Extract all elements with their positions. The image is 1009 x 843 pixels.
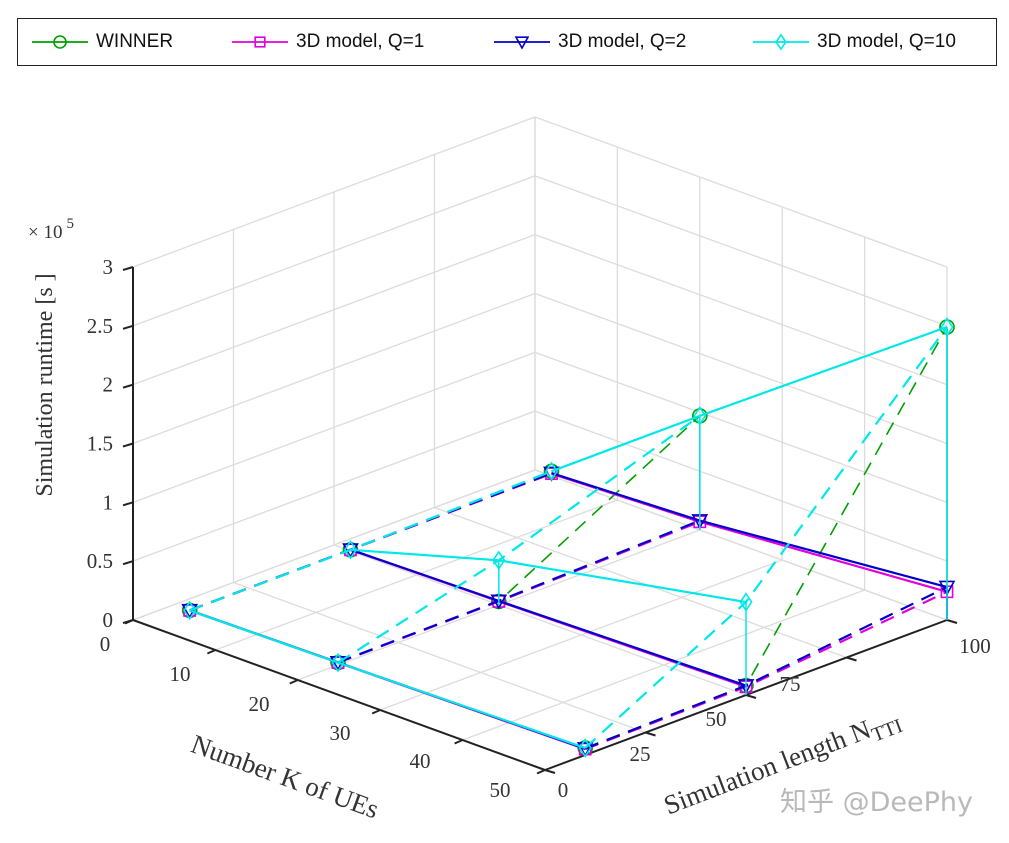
legend-label: 3D model, Q=2 [558, 31, 687, 52]
floor-grid-line [233, 581, 646, 734]
y-tick [846, 656, 857, 662]
solid-line-along-K [551, 472, 948, 589]
wall-grid-line [534, 234, 948, 386]
x-tick [454, 739, 464, 745]
dashed-line-along-N [337, 519, 701, 664]
z-tick-label: 0.5 [87, 549, 113, 573]
x-axis-line [132, 619, 546, 771]
x-tick-label: 20 [249, 692, 270, 716]
z-tick [122, 324, 134, 330]
legend-swatch [494, 36, 550, 50]
x-tick [536, 769, 546, 775]
wall-grid-line [132, 351, 536, 503]
legend-swatch [32, 35, 88, 49]
triangle-down-marker-icon [514, 36, 530, 50]
data-point [940, 317, 954, 337]
x-tick [124, 619, 134, 625]
series-group [181, 317, 956, 758]
data-point [183, 600, 197, 621]
z-tick [122, 383, 134, 389]
x-tick-label: 50 [490, 778, 511, 802]
legend-label: 3D model, Q=1 [296, 31, 425, 52]
z-axis-label: Simulation runtime [s ] [32, 273, 58, 496]
series-3d-model-q-10 [183, 317, 954, 758]
z-tick-label: 0 [103, 608, 114, 632]
legend-swatch [753, 33, 809, 51]
x-tick-label: 40 [410, 749, 431, 773]
floor-grid-line [434, 506, 847, 659]
data-point [693, 406, 707, 426]
z-tick [122, 266, 134, 271]
wall-grid-line [132, 469, 536, 621]
wall-grid-line [132, 116, 536, 268]
y-tick [946, 619, 958, 624]
z-tick-label: 1.5 [87, 432, 113, 456]
x-tick [206, 649, 216, 655]
wall-grid-line [534, 469, 948, 621]
circle-marker-icon [53, 35, 67, 49]
legend-label: 3D model, Q=10 [817, 31, 956, 52]
diamond-marker-icon [775, 33, 787, 51]
data-point [492, 550, 506, 571]
data-point [343, 539, 358, 560]
data-point [576, 742, 594, 758]
legend-item: 3D model, Q=10 [751, 19, 956, 65]
square-marker-icon [254, 36, 266, 48]
x-tick-label: 10 [170, 662, 191, 686]
wall-grid-line [132, 175, 536, 327]
dashed-line-along-N [337, 415, 701, 664]
wall-grid-line [534, 410, 948, 562]
y-tick [544, 769, 556, 774]
watermark: 知乎 @DeePhy [780, 787, 973, 818]
y-tick-label: 50 [706, 707, 727, 731]
wall-grid-line [534, 116, 948, 268]
wall-grid-line [132, 292, 536, 445]
dashed-line-along-N [337, 414, 701, 664]
z-tick [122, 442, 134, 448]
legend-item: WINNER [30, 19, 173, 65]
data-point [739, 592, 753, 612]
z-tick-label: 3 [103, 255, 114, 279]
series-3d-model-q-1 [183, 467, 954, 756]
data-point [331, 652, 345, 673]
x-tick-label: 0 [100, 632, 111, 656]
y-tick [745, 694, 757, 699]
y-tick-label: 25 [630, 742, 651, 766]
x-axis-label: Number K of UEs [187, 729, 383, 825]
data-point [578, 738, 592, 758]
wall-grid-line [132, 234, 536, 386]
z-tick-label: 2.5 [87, 314, 113, 338]
floor-grid-line [333, 544, 747, 696]
y-tick [645, 731, 656, 737]
legend-item: 3D model, Q=1 [230, 19, 424, 65]
wall-grid-line [534, 175, 948, 327]
legend-swatch [232, 36, 288, 48]
z-multiplier: × 10 5 [28, 216, 74, 243]
series-winner [181, 319, 955, 756]
y-tick-label: 0 [558, 778, 569, 802]
y-tick-label: 75 [780, 672, 801, 696]
dashed-line-along-N [189, 470, 552, 612]
x-tick [289, 679, 299, 685]
y-tick-label: 100 [959, 634, 991, 658]
solid-line-along-K [350, 548, 747, 687]
z-tick [122, 501, 134, 507]
wall-grid-line [534, 292, 948, 445]
z-tick-label: 2 [103, 373, 114, 397]
wall-grid-line [534, 351, 948, 503]
z-tick [122, 560, 134, 566]
x-tick-label: 30 [330, 721, 351, 745]
solid-line-along-K [350, 548, 747, 604]
wall-grid-line [132, 410, 536, 562]
x-tick [371, 709, 381, 715]
z-tick-label: 1 [103, 490, 114, 514]
legend: WINNER 3D model, Q=1 3D model, Q=2 3D model… [17, 18, 997, 66]
legend-label: WINNER [96, 31, 174, 52]
data-point [544, 461, 559, 482]
grid [132, 116, 948, 771]
legend-item: 3D model, Q=2 [492, 19, 686, 65]
solid-line-along-K [551, 325, 948, 473]
